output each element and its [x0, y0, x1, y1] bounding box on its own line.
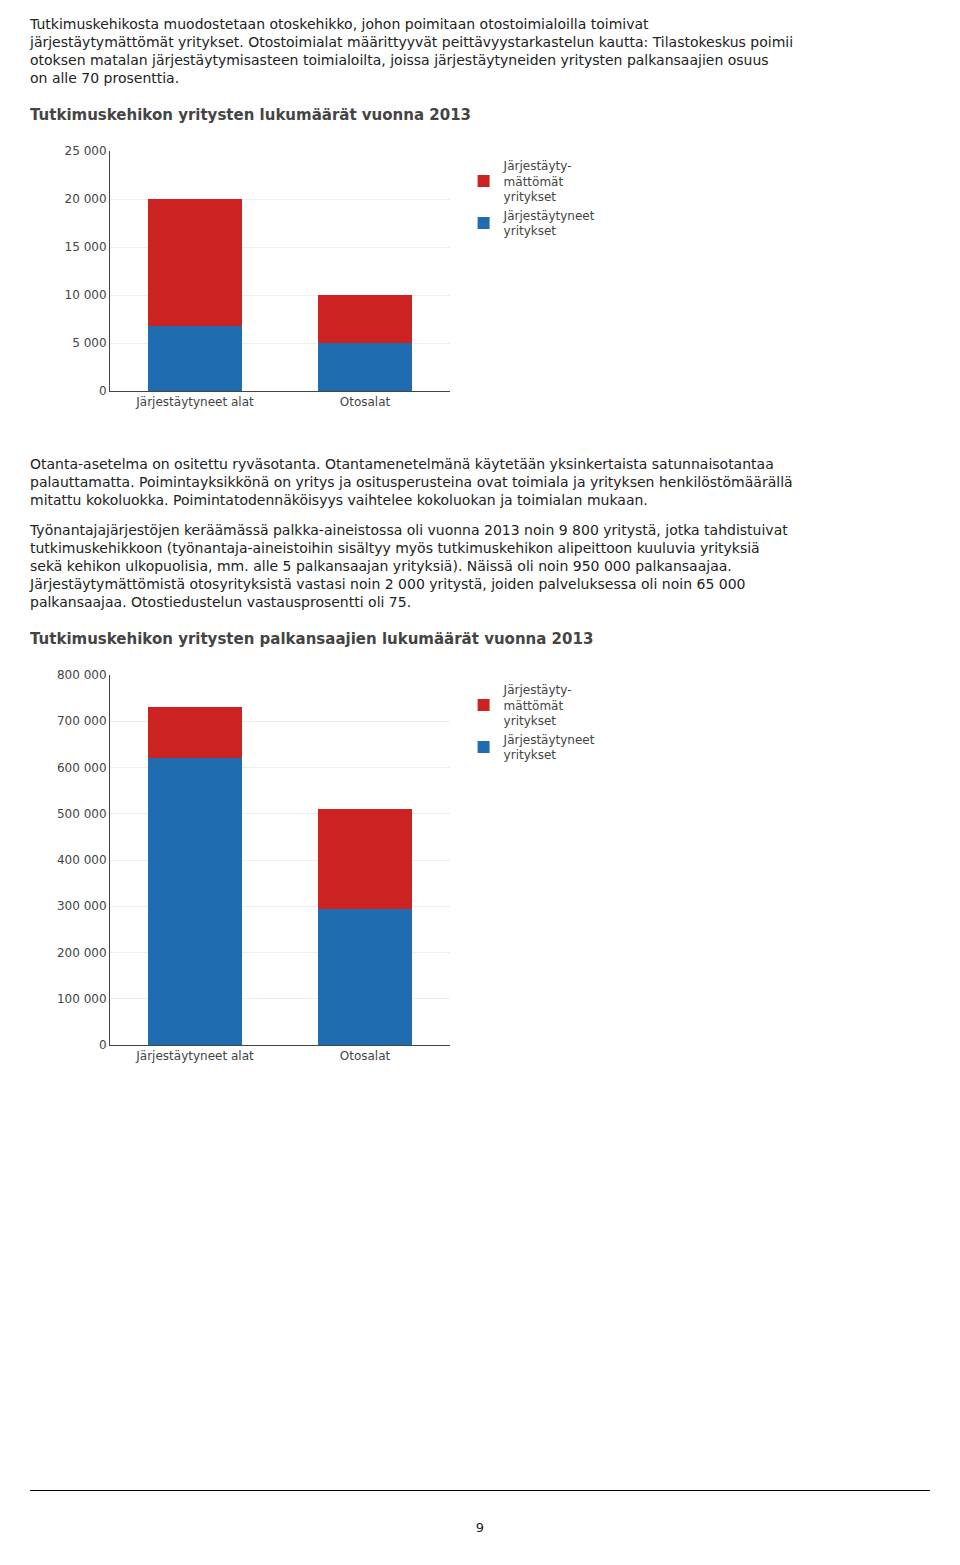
svg-text:Järjestäytyneet alat: Järjestäytyneet alat	[135, 1049, 254, 1063]
svg-text:Järjestäytyneet alat: Järjestäytyneet alat	[135, 395, 254, 409]
svg-text:0: 0	[99, 384, 107, 398]
html-text:Tutkimuskehikosta muodostetaan: Tutkimuskehikosta muodostetaan otoskehik…	[30, 16, 649, 32]
svg-text:Tutkimuskehikon yritysten palk: Tutkimuskehikon yritysten palkansaajien …	[30, 630, 593, 648]
svg-text:Järjestäytyneetyritykset: Järjestäytyneetyritykset	[503, 733, 595, 763]
svg-text:Tutkimuskehikon yritysten luku: Tutkimuskehikon yritysten lukumäärät vuo…	[30, 106, 471, 124]
html-text:Järjestäytymättömistä otosyrit: Järjestäytymättömistä otosyrityksistä va…	[30, 576, 746, 592]
svg-text:5 000: 5 000	[72, 336, 106, 350]
html-text:on alle 70 prosenttia.: on alle 70 prosenttia.	[30, 70, 180, 86]
svg-text:Otosalat: Otosalat	[340, 1049, 391, 1063]
svg-text:800 000: 800 000	[57, 668, 107, 682]
html-text:9: 9	[475, 1520, 485, 1535]
svg-text:200 000: 200 000	[57, 946, 107, 960]
html-text:sekä kehikon ulkopuolisia, mm.: sekä kehikon ulkopuolisia, mm. alle 5 pa…	[30, 558, 732, 574]
svg-text:10 000: 10 000	[65, 288, 107, 302]
svg-text:300 000: 300 000	[57, 899, 107, 913]
html-text:järjestäytymättömät yritykset.: järjestäytymättömät yritykset. Otostoimi…	[30, 34, 794, 50]
svg-text:700 000: 700 000	[57, 714, 107, 728]
html-text:tutkimuskehikkoon (työnantaja-: tutkimuskehikkoon (työnantaja-aineistoih…	[30, 540, 760, 556]
html-text:Otanta-asetelma on ositettu ry: Otanta-asetelma on ositettu ryväsotanta.…	[30, 456, 774, 472]
svg-text:25 000: 25 000	[65, 144, 107, 158]
svg-text:Järjestäyty-mättömätyritykset: Järjestäyty-mättömätyritykset	[503, 683, 572, 728]
svg-text:15 000: 15 000	[65, 240, 107, 254]
html-text:otoksen matalan järjestäytymis: otoksen matalan järjestäytymisasteen toi…	[30, 52, 769, 68]
svg-text:0: 0	[99, 1038, 107, 1052]
svg-text:600 000: 600 000	[57, 761, 107, 775]
html-text:mitattu kokoluokka. Poimintato: mitattu kokoluokka. Poimintatodennäköisy…	[30, 492, 648, 508]
svg-text:Järjestäyty-mättömätyritykset: Järjestäyty-mättömätyritykset	[503, 159, 572, 204]
svg-text:20 000: 20 000	[65, 192, 107, 206]
svg-text:100 000: 100 000	[57, 992, 107, 1006]
html-text:palkansaajaa. Otostiedustelun: palkansaajaa. Otostiedustelun vastauspro…	[30, 594, 412, 610]
html-text:Työnantajajärjestöjen keräämäs: Työnantajajärjestöjen keräämässä palkka-…	[30, 522, 788, 538]
svg-text:400 000: 400 000	[57, 853, 107, 867]
svg-text:Järjestäytyneetyritykset: Järjestäytyneetyritykset	[503, 209, 595, 239]
svg-text:500 000: 500 000	[57, 807, 107, 821]
svg-text:Otosalat: Otosalat	[340, 395, 391, 409]
html-text:palauttamatta. Poimintayksikkö: palauttamatta. Poimintayksikkönä on yrit…	[30, 474, 793, 490]
